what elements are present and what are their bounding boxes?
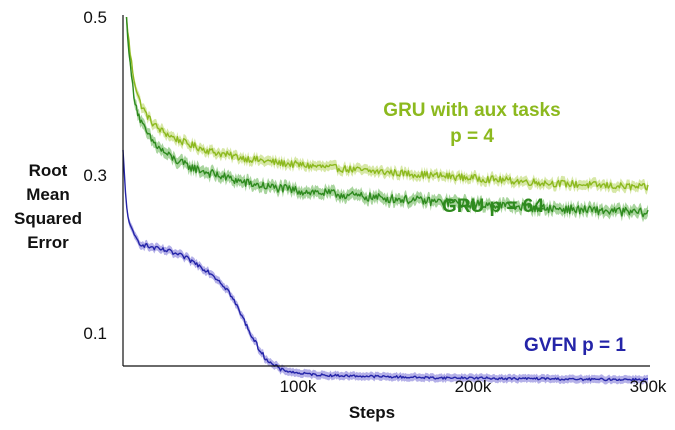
series-label-line: p = 4 xyxy=(450,126,494,147)
y-axis-title: Root Mean Squared Error xyxy=(14,161,82,252)
series-lines xyxy=(122,16,649,382)
series-label: GRU with aux tasks p = 4 xyxy=(383,100,560,147)
series-labels: GRU with aux tasks p = 4 GRU p = 64 GVFN p … xyxy=(383,100,626,356)
series-line xyxy=(125,16,649,218)
axes xyxy=(122,15,650,367)
y-axis-title-line: Error xyxy=(27,233,69,252)
y-tick-label: 0.3 xyxy=(83,166,107,185)
series-label: GVFN p = 1 xyxy=(524,335,626,356)
tick-labels: 0.5 0.3 0.1 100k 200k 300k xyxy=(83,8,667,396)
y-axis-title-line: Squared xyxy=(14,209,82,228)
series-line xyxy=(125,16,649,191)
series-label-line: GRU with aux tasks xyxy=(383,100,560,121)
x-tick-label: 300k xyxy=(630,377,667,396)
series-label-line: GRU p = 64 xyxy=(442,196,544,217)
series-line xyxy=(122,149,649,382)
y-axis-title-line: Mean xyxy=(26,185,69,204)
x-axis-title: Steps xyxy=(349,403,395,422)
y-axis-title-line: Root xyxy=(29,161,68,180)
series-label-line: GVFN p = 1 xyxy=(524,335,626,356)
y-tick-label: 0.1 xyxy=(83,324,107,343)
x-tick-label: 200k xyxy=(455,377,492,396)
series-label: GRU p = 64 xyxy=(442,196,544,217)
x-tick-label: 100k xyxy=(280,377,317,396)
y-tick-label: 0.5 xyxy=(83,8,107,27)
y-axis-title-text: Root Mean Squared Error xyxy=(14,161,82,252)
